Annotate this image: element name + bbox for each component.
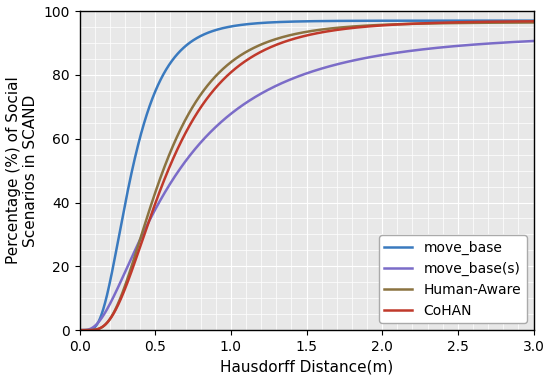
CoHAN xyxy=(472,20,479,24)
CoHAN xyxy=(270,44,277,48)
CoHAN xyxy=(128,269,135,274)
move_base(s) xyxy=(250,96,257,100)
move_base(s) xyxy=(472,42,479,47)
move_base xyxy=(155,82,162,86)
move_base xyxy=(521,18,528,23)
Human-Aware xyxy=(128,264,135,269)
move_base xyxy=(270,20,277,25)
Line: move_base: move_base xyxy=(80,21,534,330)
Human-Aware xyxy=(76,328,83,332)
move_base(s) xyxy=(521,39,528,44)
Y-axis label: Percentage (%) of Social
Scenarios in SCAND: Percentage (%) of Social Scenarios in SC… xyxy=(6,77,38,264)
X-axis label: Hausdorff Distance(m): Hausdorff Distance(m) xyxy=(220,359,393,374)
move_base xyxy=(530,18,537,23)
CoHAN xyxy=(530,19,537,24)
Human-Aware xyxy=(521,20,528,25)
move_base(s) xyxy=(155,201,162,206)
move_base xyxy=(250,21,257,26)
CoHAN xyxy=(521,19,528,24)
Human-Aware xyxy=(155,181,162,185)
move_base(s) xyxy=(270,85,277,89)
Line: move_base(s): move_base(s) xyxy=(80,41,534,330)
Human-Aware xyxy=(530,20,537,25)
CoHAN xyxy=(155,193,162,197)
Line: Human-Aware: Human-Aware xyxy=(80,22,534,330)
CoHAN xyxy=(250,54,257,58)
Line: CoHAN: CoHAN xyxy=(80,21,534,330)
move_base(s) xyxy=(530,39,537,43)
move_base(s) xyxy=(76,328,83,332)
Human-Aware xyxy=(270,38,277,42)
Human-Aware xyxy=(472,21,479,25)
move_base xyxy=(472,18,479,23)
move_base(s) xyxy=(128,256,135,260)
move_base xyxy=(76,328,83,332)
Human-Aware xyxy=(250,46,257,50)
CoHAN xyxy=(76,328,83,332)
Legend: move_base, move_base(s), Human-Aware, CoHAN: move_base, move_base(s), Human-Aware, Co… xyxy=(379,235,526,323)
move_base xyxy=(128,171,135,175)
